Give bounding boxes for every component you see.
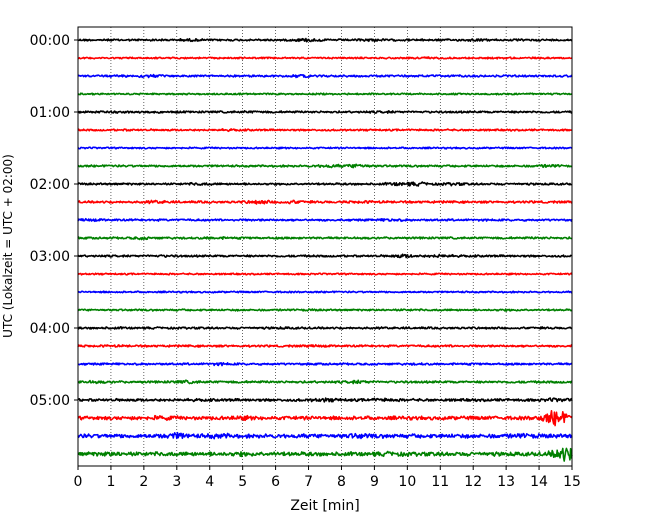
y-axis-label: UTC (Lokalzeit = UTC + 02:00): [1, 154, 15, 338]
seismic-trace: [77, 199, 573, 205]
seismic-trace: [77, 163, 573, 169]
x-axis-label: Zeit [min]: [290, 498, 359, 514]
seismic-trace: [77, 362, 573, 367]
x-tick-label: 14: [530, 474, 548, 490]
x-tick-label: 6: [271, 474, 280, 490]
seismic-trace: [77, 325, 573, 330]
x-tick-label: 15: [563, 474, 581, 490]
x-tick-label: 3: [172, 474, 181, 490]
plot-frame: [77, 26, 573, 467]
y-tick-label: 00:00: [30, 33, 70, 49]
x-tick-label: 7: [304, 474, 313, 490]
y-tick-label: 05:00: [30, 393, 70, 409]
seismic-trace: [77, 397, 573, 403]
seismic-trace: [77, 343, 573, 348]
x-tick-label: 2: [139, 474, 148, 490]
seismic-trace: [77, 109, 573, 114]
seismic-trace: [77, 253, 573, 259]
y-tick-label: 02:00: [30, 177, 70, 193]
seismic-trace: [77, 181, 573, 187]
grid-lines: [110, 27, 540, 466]
x-tick-label: 9: [370, 474, 379, 490]
x-tick-label: 13: [497, 474, 515, 490]
seismic-trace: [77, 290, 573, 294]
trace-group: [77, 37, 573, 462]
x-tick-label: 12: [464, 474, 482, 490]
x-tick-label: 1: [106, 474, 115, 490]
x-tick-label: 10: [398, 474, 416, 490]
x-tick-label: 0: [74, 474, 83, 490]
seismic-trace: [77, 73, 573, 79]
x-axis-ticks: 0 1 2 3 4 5 6 7 8 9 10 11 12 13 14 15: [74, 466, 581, 490]
seismic-trace: [77, 92, 573, 96]
seismic-trace: [77, 56, 573, 60]
y-tick-label: 03:00: [30, 249, 70, 265]
y-tick-label: 04:00: [30, 321, 70, 337]
y-axis-ticks: 00:00 01:00 02:00 03:00 04:00 05:00: [30, 33, 78, 409]
seismic-trace: [77, 146, 573, 150]
seismic-trace: [77, 447, 573, 462]
seismic-trace: [77, 379, 573, 385]
seismic-trace: [77, 236, 573, 241]
seismic-trace: [77, 217, 573, 223]
x-tick-label: 4: [205, 474, 214, 490]
x-tick-label: 11: [431, 474, 449, 490]
seismic-trace: [77, 37, 573, 43]
x-tick-label: 5: [238, 474, 247, 490]
seismic-trace: [77, 272, 573, 276]
seismic-trace: [77, 409, 573, 427]
seismic-trace: [77, 308, 573, 312]
x-tick-label: 8: [337, 474, 346, 490]
y-tick-label: 01:00: [30, 105, 70, 121]
seismic-trace: [77, 128, 573, 133]
seismic-trace: [77, 431, 573, 440]
